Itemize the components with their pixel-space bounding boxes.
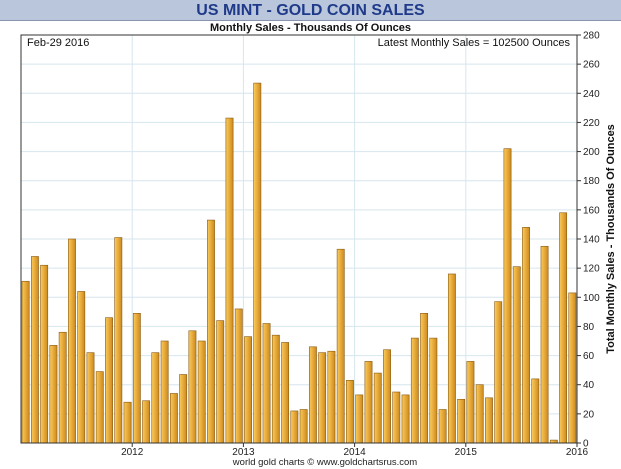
bar-month-39 — [373, 372, 382, 444]
bar-month-42 — [401, 394, 410, 444]
bar-month-5 — [58, 331, 67, 444]
bar-month-36 — [346, 380, 354, 444]
y-tick-label: 200 — [583, 147, 600, 158]
bar-month-47 — [447, 273, 456, 444]
bar-month-3 — [40, 264, 49, 444]
y-tick-label: 160 — [583, 205, 600, 216]
bar-month-60 — [568, 292, 577, 444]
bar-month-35 — [336, 248, 345, 444]
y-tick-label: 60 — [583, 351, 595, 362]
bar-month-34 — [327, 350, 336, 444]
bar-month-7 — [77, 291, 86, 444]
x-tick-label: 2016 — [566, 447, 589, 458]
bar-month-19 — [188, 330, 197, 444]
chart-subtitle: Monthly Sales - Thousands Of Ounces — [209, 22, 412, 34]
date-label: Feb-29 2016 — [27, 37, 89, 49]
bar-month-46 — [438, 409, 447, 444]
bar-month-15 — [151, 352, 160, 444]
bar-month-23 — [225, 117, 234, 444]
y-tick-label: 80 — [583, 322, 595, 333]
bar-month-17 — [169, 393, 178, 444]
y-tick-label: 20 — [583, 409, 595, 420]
x-tick-label: 2012 — [121, 447, 144, 458]
y-tick-label: 0 — [583, 439, 589, 450]
bar-month-48 — [457, 398, 466, 444]
bar-month-20 — [197, 340, 206, 444]
bar-month-55 — [522, 227, 530, 444]
bar-month-24 — [234, 308, 243, 444]
bar-month-14 — [142, 400, 151, 444]
chart-title: US MINT - GOLD COIN SALES — [196, 2, 425, 19]
y-tick-label: 240 — [583, 89, 600, 100]
title-bar: US MINT - GOLD COIN SALES — [0, 0, 621, 21]
bar-month-52 — [494, 301, 503, 444]
bar-month-11 — [114, 237, 123, 444]
bar-month-2 — [30, 256, 39, 444]
bar-month-43 — [410, 337, 419, 444]
y-tick-label: 280 — [583, 31, 600, 42]
bar-month-33 — [318, 352, 327, 444]
bar-month-10 — [105, 317, 113, 444]
y-axis-label: Total Monthly Sales - Thousands Of Ounce… — [605, 124, 617, 354]
footer-credit: world gold charts © www.goldchartsrus.co… — [232, 457, 417, 468]
x-tick-label: 2014 — [343, 447, 366, 458]
bar-month-25 — [244, 336, 252, 444]
bar-month-37 — [355, 394, 364, 444]
bar-month-22 — [216, 320, 225, 444]
bar-month-44 — [420, 313, 429, 444]
bar-month-56 — [531, 378, 540, 444]
y-tick-label: 220 — [583, 118, 600, 129]
bar-month-29 — [281, 342, 290, 444]
bar-month-13 — [132, 313, 141, 444]
bar-month-30 — [290, 410, 299, 444]
bar-month-51 — [485, 397, 493, 444]
y-tick-label: 40 — [583, 380, 595, 391]
bar-month-27 — [262, 323, 271, 444]
bar-month-49 — [466, 361, 475, 444]
y-tick-label: 100 — [583, 293, 600, 304]
y-tick-label: 120 — [583, 264, 600, 275]
bar-month-32 — [308, 346, 317, 444]
bar-month-6 — [68, 238, 76, 444]
bar-month-41 — [392, 391, 401, 444]
bar-month-1 — [21, 280, 30, 444]
bar-month-38 — [364, 361, 373, 444]
bar-month-28 — [271, 334, 280, 444]
bar-month-21 — [207, 219, 215, 444]
y-tick-label: 140 — [583, 235, 600, 246]
bar-month-18 — [179, 374, 188, 444]
bar-month-4 — [49, 345, 58, 444]
bar-month-45 — [429, 337, 438, 444]
bar-month-8 — [86, 352, 95, 444]
bar-month-31 — [299, 409, 308, 444]
x-tick-label: 2013 — [232, 447, 255, 458]
bar-month-54 — [512, 266, 521, 444]
bar-month-50 — [475, 384, 484, 444]
bar-month-59 — [559, 212, 568, 444]
bar-month-40 — [383, 349, 391, 444]
bar-month-16 — [160, 340, 169, 444]
y-tick-label: 180 — [583, 176, 600, 187]
bar-month-26 — [253, 82, 262, 444]
x-tick-label: 2015 — [455, 447, 478, 458]
latest-sales-label: Latest Monthly Sales = 102500 Ounces — [378, 37, 571, 49]
bar-month-9 — [95, 371, 104, 444]
y-tick-label: 260 — [583, 60, 600, 71]
bar-month-12 — [123, 401, 132, 444]
bar-month-53 — [503, 148, 512, 444]
bar-month-57 — [540, 245, 549, 444]
